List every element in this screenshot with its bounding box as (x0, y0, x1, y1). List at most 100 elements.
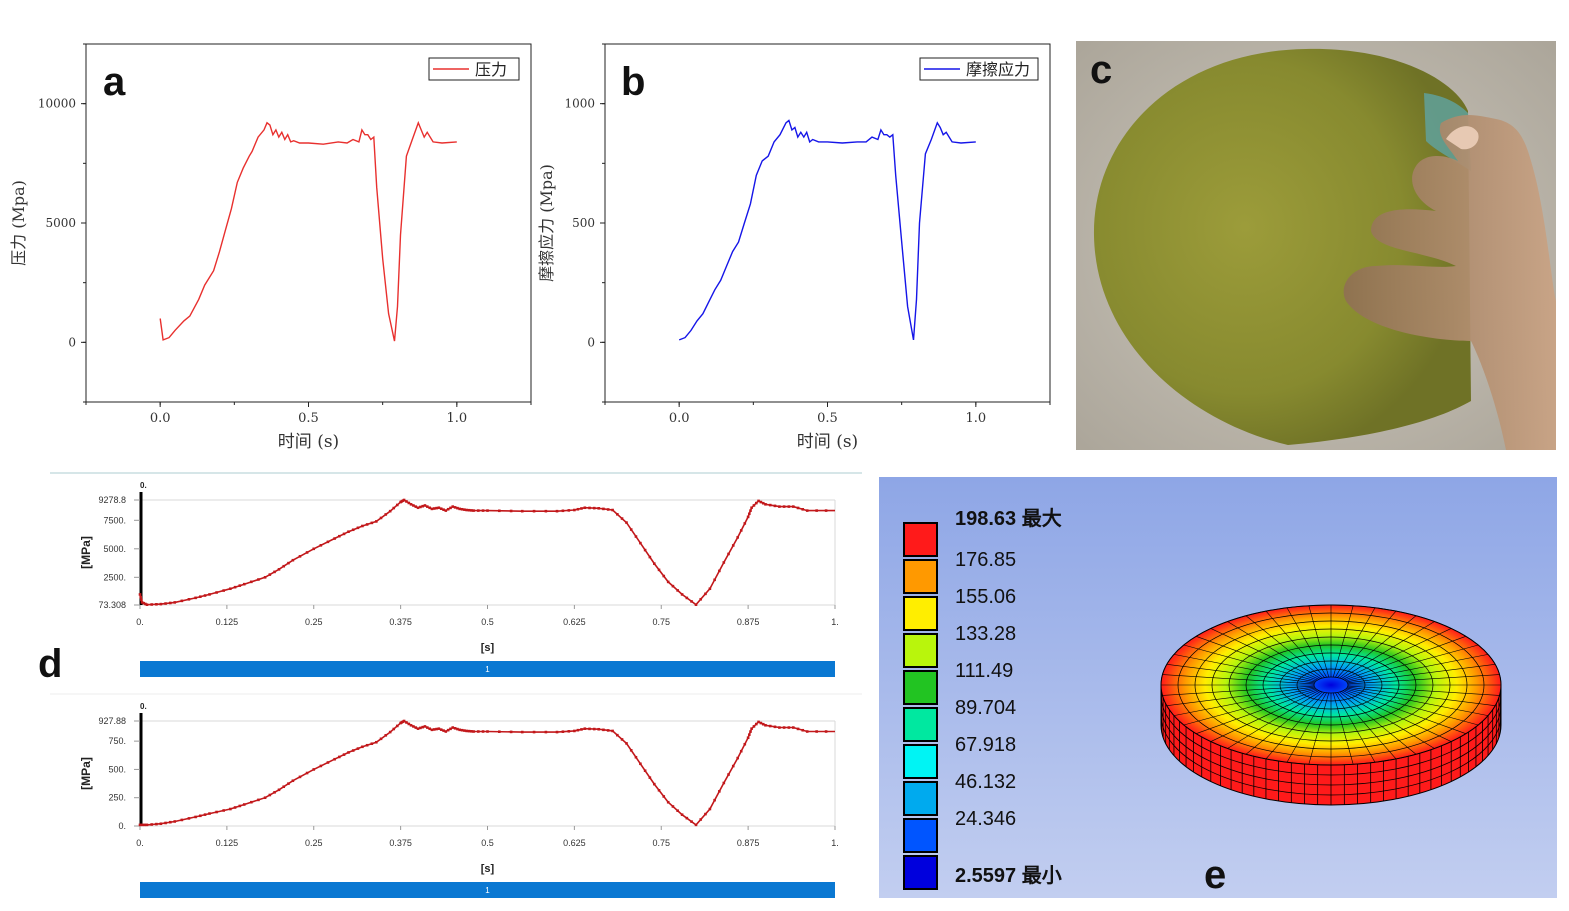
data-point (611, 729, 614, 733)
y-tick-label: 500. (108, 764, 126, 774)
x-tick-label: 0.75 (652, 838, 670, 848)
disc-spoke (1173, 654, 1316, 683)
y-tick-label: 750. (108, 736, 126, 746)
panel-label-c: c (1090, 48, 1113, 92)
data-point (229, 807, 232, 811)
disc-spoke (1308, 692, 1330, 765)
y-tick-label: 1000 (564, 97, 595, 111)
data-point (477, 730, 480, 733)
disc-spoke (1337, 610, 1397, 678)
legend-value-9: 2.5597 最小 (955, 864, 1062, 887)
data-point (384, 513, 388, 516)
data-point (291, 779, 295, 783)
data-point (815, 730, 818, 733)
data-point (432, 728, 436, 731)
data-point (169, 820, 172, 824)
data-point (736, 536, 739, 539)
data-point (238, 804, 242, 808)
data-point (746, 515, 750, 519)
data-point (388, 509, 392, 513)
data-point (676, 589, 679, 592)
data-point (588, 506, 591, 510)
panel-label-b: b (621, 60, 646, 104)
data-point (430, 728, 434, 732)
data-point (752, 725, 756, 728)
legend-color-5 (903, 707, 938, 742)
data-point (287, 782, 290, 785)
cursor-label: 0. (140, 702, 147, 711)
legend-value-4: 111.49 (955, 660, 1013, 682)
data-point (694, 823, 698, 827)
plot-frame (604, 43, 1051, 403)
data-point (164, 602, 167, 605)
data-point (199, 814, 202, 818)
data-point (750, 506, 753, 510)
data-point (402, 719, 406, 723)
data-point (778, 726, 781, 729)
data-point (580, 728, 583, 731)
data-point (395, 724, 399, 728)
data-point (470, 730, 473, 733)
series-line (139, 499, 835, 606)
data-point (472, 509, 475, 512)
x-tick-label: 0.25 (305, 617, 323, 627)
data-point (685, 816, 689, 820)
data-point (824, 509, 828, 512)
data-point (416, 727, 420, 730)
data-point (242, 803, 246, 806)
y-axis-label: 摩擦应力 (Mpa) (537, 164, 556, 282)
data-point (532, 730, 536, 734)
data-point (407, 501, 411, 505)
data-point (215, 810, 218, 814)
data-point (326, 761, 330, 764)
data-point (446, 507, 450, 511)
data-point (250, 800, 253, 804)
data-point (392, 506, 396, 510)
data-point (727, 552, 730, 556)
x-tick-label: 0.75 (652, 617, 670, 627)
data-point (370, 521, 374, 525)
data-point (685, 596, 689, 600)
data-point (203, 813, 207, 816)
data-point (606, 508, 610, 511)
disc-spoke (1265, 610, 1325, 678)
data-point (743, 522, 747, 525)
data-point (428, 727, 431, 731)
disc-side-ring (1160, 694, 1502, 776)
disc-spoke (1346, 687, 1489, 716)
data-point (229, 587, 232, 591)
y-tick-label: 500 (572, 216, 595, 230)
data-point (437, 727, 441, 730)
y-axis-label: 压力 (Mpa) (9, 180, 28, 266)
data-point (421, 504, 425, 508)
data-point (388, 730, 392, 734)
data-point (435, 506, 438, 510)
data-point (722, 561, 726, 564)
data-point (375, 520, 378, 523)
data-point (634, 535, 638, 538)
x-tick-label: 0. (136, 838, 144, 848)
disc-side-ring (1160, 704, 1502, 786)
disc-spoke (1162, 685, 1315, 696)
disc-spoke (1345, 644, 1479, 682)
data-point (439, 507, 443, 511)
data-point (561, 730, 565, 733)
data-point (273, 791, 276, 794)
data-point (392, 727, 396, 731)
data-point (173, 601, 177, 604)
data-point (583, 727, 587, 730)
y-tick-label: 10000 (38, 97, 76, 111)
data-point (757, 499, 760, 503)
data-point (145, 603, 149, 606)
data-point (755, 501, 758, 505)
data-point (555, 730, 559, 734)
data-point (704, 812, 707, 816)
y-tick-label: 2500. (103, 572, 126, 582)
data-point (257, 798, 260, 802)
data-point (356, 747, 360, 750)
data-point (759, 721, 763, 725)
legend-value-7: 46.132 (955, 771, 1016, 793)
data-point (395, 503, 399, 507)
data-point (486, 730, 489, 733)
data-point (268, 793, 272, 797)
